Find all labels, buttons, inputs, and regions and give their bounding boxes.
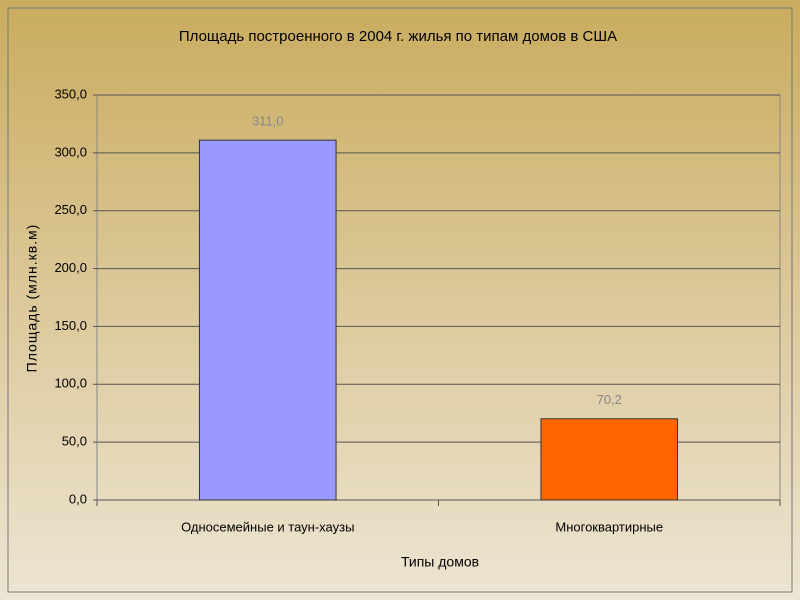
x-tick-label: Односемейные и таун-хаузы xyxy=(181,519,354,534)
chart-border xyxy=(7,7,793,593)
value-label: 311,0 xyxy=(252,114,284,129)
x-tick-label: Многоквартирные xyxy=(555,519,663,534)
value-label: 70,2 xyxy=(597,392,622,407)
bar xyxy=(540,418,679,501)
y-tick-label: 0,0 xyxy=(69,491,87,506)
y-tick-label: 100,0 xyxy=(54,376,87,391)
chart-title: Площадь построенного в 2004 г. жилья по … xyxy=(179,28,617,45)
bar xyxy=(198,139,337,501)
y-axis-title: Площадь (млн.кв.м) xyxy=(24,224,40,373)
y-tick-label: 350,0 xyxy=(54,86,87,101)
y-tick-label: 200,0 xyxy=(54,260,87,275)
y-tick-label: 50,0 xyxy=(62,434,87,449)
y-tick-label: 250,0 xyxy=(54,202,87,217)
x-axis-title: Типы домов xyxy=(401,554,479,570)
y-tick-label: 300,0 xyxy=(54,144,87,159)
y-tick-label: 150,0 xyxy=(54,318,87,333)
